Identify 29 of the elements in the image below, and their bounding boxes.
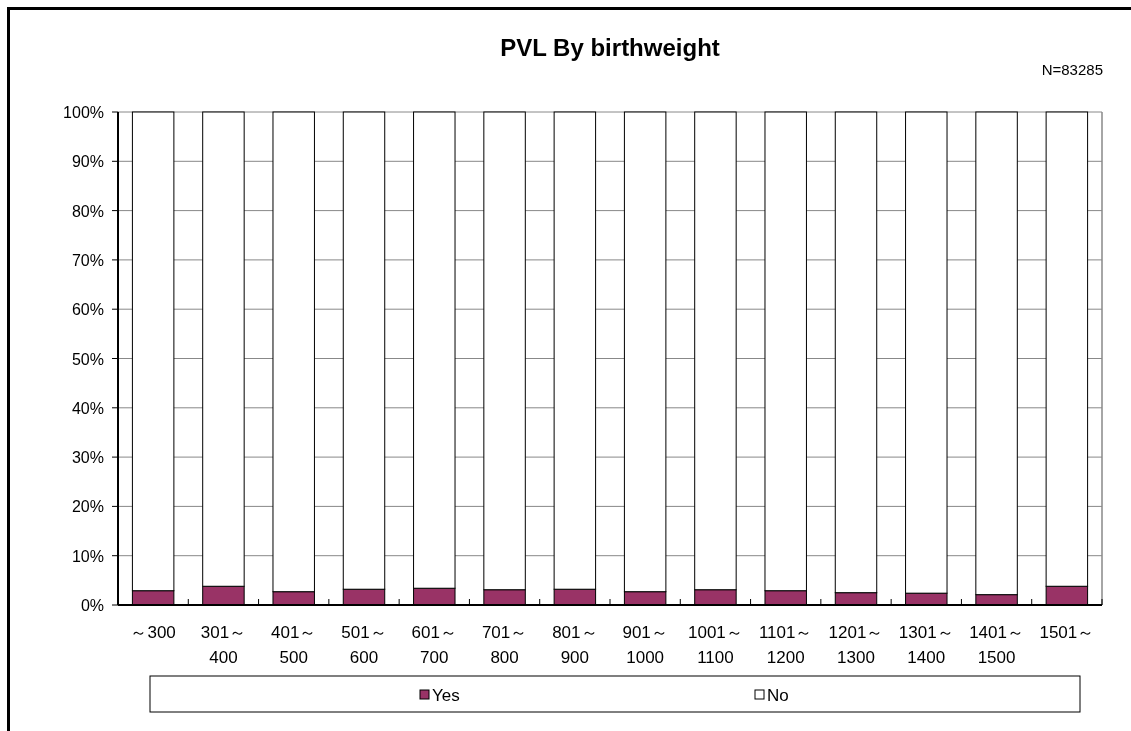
x-tick-label: ～300	[130, 623, 176, 642]
y-tick-label: 30%	[71, 449, 104, 467]
x-tick-label: 1301～ 1400	[898, 623, 954, 667]
y-tick-label: 10%	[71, 547, 104, 565]
y-tick-label: 100%	[63, 104, 104, 121]
y-tick-label: 90%	[71, 153, 104, 171]
x-tick-label: 901～ 1000	[622, 623, 668, 667]
x-tick-label: 801～ 900	[552, 623, 598, 667]
y-tick-label: 0%	[80, 597, 104, 614]
text: N=83285	[1041, 61, 1103, 78]
x-tick-label: 601～ 700	[411, 623, 457, 667]
legend-label: No	[767, 686, 789, 705]
x-tick-label: 1501～	[1039, 623, 1095, 642]
y-tick-label: 70%	[71, 251, 104, 269]
x-tick-label: 1201～ 1300	[828, 623, 884, 667]
y-tick-label: 50%	[71, 350, 104, 368]
y-tick-label: 20%	[71, 498, 104, 516]
chart-title: PVL By birthweight	[500, 34, 720, 61]
y-tick-label: 80%	[71, 202, 104, 220]
x-tick-label: 501～ 600	[341, 623, 387, 667]
x-tick-label: 701～ 800	[481, 623, 528, 667]
y-tick-label: 40%	[71, 399, 104, 417]
x-tick-label: 1001～ 1100	[688, 623, 743, 667]
x-tick-label: 401～ 500	[271, 623, 317, 667]
x-tick-label: 1401～ 1500	[969, 623, 1024, 667]
y-tick-label: 60%	[71, 301, 104, 319]
legend-label: Yes	[432, 686, 460, 705]
x-tick-label: 301～ 400	[200, 623, 247, 667]
x-tick-label: 1101～ 1200	[758, 623, 813, 667]
